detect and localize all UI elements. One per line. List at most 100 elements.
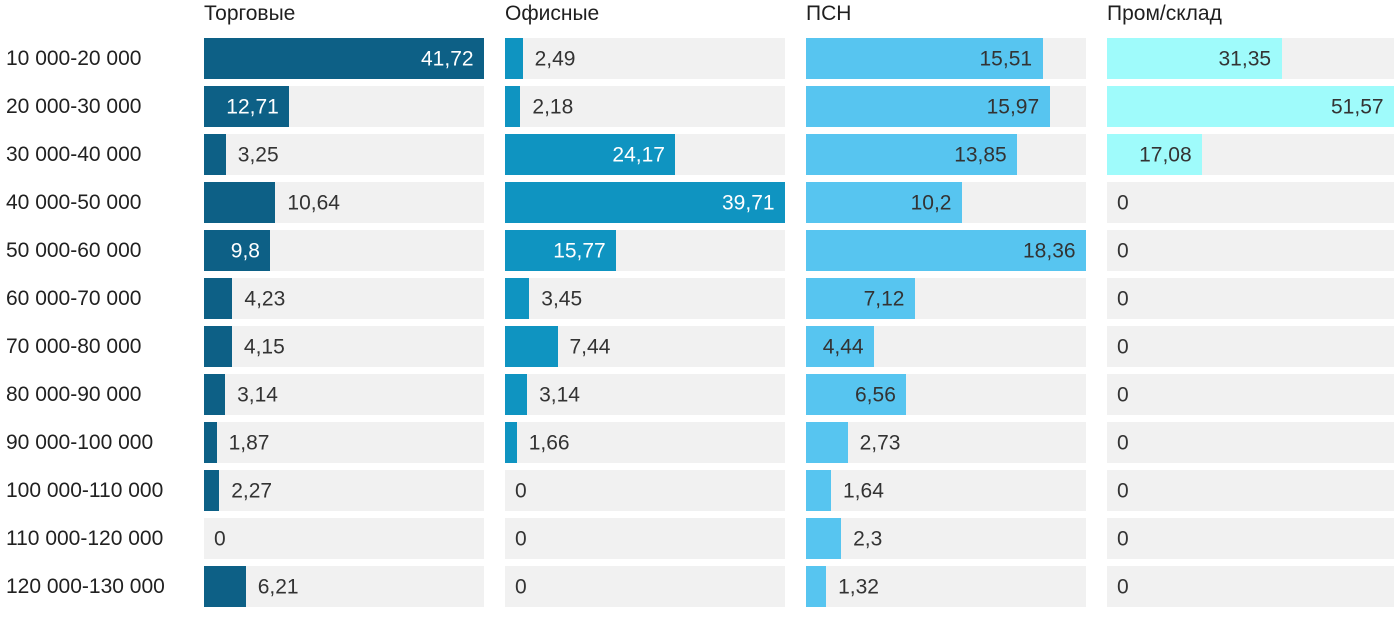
bar-value-label: 41,72	[421, 47, 474, 70]
bar	[806, 422, 848, 463]
bar-value-label: 1,66	[528, 431, 570, 454]
bar-track: 0	[1107, 518, 1394, 559]
row-label: 30 000-40 000	[6, 142, 142, 166]
bar-value-label: 2,49	[534, 47, 576, 70]
row-label: 60 000-70 000	[6, 286, 142, 310]
bar-value-label: 3,14	[539, 383, 580, 406]
bar	[1107, 86, 1394, 127]
bar	[806, 86, 1050, 127]
bar-value-label: 17,08	[1139, 143, 1192, 166]
bar	[204, 182, 276, 223]
row-label: 110 000-120 000	[6, 526, 164, 550]
row-label: 100 000-110 000	[6, 478, 164, 502]
bar-value-label: 13,85	[954, 143, 1007, 166]
bar-track: 0	[1107, 278, 1394, 319]
bar	[505, 326, 558, 367]
row-label: 10 000-20 000	[6, 46, 142, 70]
bar	[204, 230, 270, 271]
bar	[204, 422, 217, 463]
row-label: 80 000-90 000	[6, 382, 142, 406]
bar-value-label: 0	[515, 575, 527, 598]
bar-track: 3,25	[204, 134, 484, 175]
bar	[806, 38, 1043, 79]
bar	[204, 134, 226, 175]
bar-value-label: 0	[1117, 383, 1129, 406]
bar-value-label: 6,56	[855, 383, 896, 406]
row-label: 90 000-100 000	[6, 430, 154, 454]
bar	[806, 470, 831, 511]
bar	[505, 134, 676, 175]
bar-track: 18,36	[806, 230, 1086, 271]
bar	[505, 230, 617, 271]
bar-value-label: 0	[1117, 527, 1129, 550]
bar-track: 0	[1107, 470, 1394, 511]
bar-value-label: 1,64	[843, 479, 884, 502]
bar-value-label: 0	[1117, 287, 1129, 310]
bar-track: 13,85	[806, 134, 1086, 175]
bar-value-label: 2,18	[532, 95, 574, 118]
bar	[204, 566, 246, 607]
bar-value-label: 3,45	[541, 287, 583, 310]
bar-track: 3,45	[505, 278, 785, 319]
bar	[806, 230, 1086, 271]
bar-track: 0	[1107, 566, 1394, 607]
bar-track: 0	[1107, 374, 1394, 415]
bar-value-label: 0	[1117, 431, 1129, 454]
bar-track: 15,51	[806, 38, 1086, 79]
bar-value-label: 1,87	[228, 431, 270, 454]
bar-track: 4,23	[204, 278, 484, 319]
bar	[1107, 134, 1203, 175]
bar-track: 0	[204, 518, 484, 559]
column-header: Офисные	[505, 2, 600, 25]
bar-value-label: 15,51	[979, 47, 1033, 70]
bar-track: 10,64	[204, 182, 484, 223]
bar-track: 39,71	[505, 182, 785, 223]
bar-track: 2,3	[806, 518, 1086, 559]
bar-value-label: 3,25	[237, 143, 279, 166]
bar-value-label: 4,44	[822, 335, 864, 358]
bar	[806, 566, 827, 607]
bar	[204, 326, 232, 367]
column-header: Торговые	[204, 2, 296, 25]
bar-track: 15,77	[505, 230, 785, 271]
bar-value-label: 51,57	[1331, 95, 1384, 118]
bar-value-label: 0	[1117, 191, 1129, 214]
column-header: Пром/склад	[1107, 2, 1222, 25]
bar	[204, 470, 220, 511]
bar-track: 3,14	[505, 374, 785, 415]
bar-value-label: 39,71	[722, 191, 775, 214]
bar-track: 0	[1107, 326, 1394, 367]
bar-track: 7,12	[806, 278, 1086, 319]
bar-track: 6,56	[806, 374, 1086, 415]
bar-track: 0	[1107, 230, 1394, 271]
bar-value-label: 10,2	[910, 191, 952, 214]
bar	[806, 182, 962, 223]
bar-track: 7,44	[505, 326, 785, 367]
bar-track: 0	[1107, 182, 1394, 223]
bar-track: 0	[505, 470, 785, 511]
bar-value-label: 2,73	[859, 431, 901, 454]
bar-track: 41,72	[204, 38, 484, 79]
bar-track: 24,17	[505, 134, 785, 175]
bar-value-label: 0	[1117, 479, 1129, 502]
bar-track: 1,66	[505, 422, 785, 463]
grouped-bar-chart: Торговые Офисные ПСН Пром/склад 10 000-20 00…	[6, 2, 1394, 607]
bar-value-label: 7,12	[863, 287, 905, 310]
bar-track: 17,08	[1107, 134, 1394, 175]
bar-value-label: 31,35	[1218, 47, 1272, 70]
bar-track: 3,14	[204, 374, 484, 415]
bar	[806, 134, 1018, 175]
bar-value-label: 4,23	[244, 287, 286, 310]
bar-value-label: 0	[1117, 575, 1129, 598]
bar-track: 1,64	[806, 470, 1086, 511]
bar-track: 0	[505, 518, 785, 559]
bar	[204, 278, 233, 319]
bar-value-label: 3,14	[237, 383, 278, 406]
bar-value-label: 0	[1117, 239, 1129, 262]
bar-value-label: 0	[214, 527, 226, 550]
bar-value-label: 0	[1117, 335, 1129, 358]
bar-value-label: 6,21	[257, 575, 299, 598]
bar-value-label: 24,17	[612, 143, 665, 166]
bar	[505, 422, 517, 463]
row-label: 20 000-30 000	[6, 94, 142, 118]
